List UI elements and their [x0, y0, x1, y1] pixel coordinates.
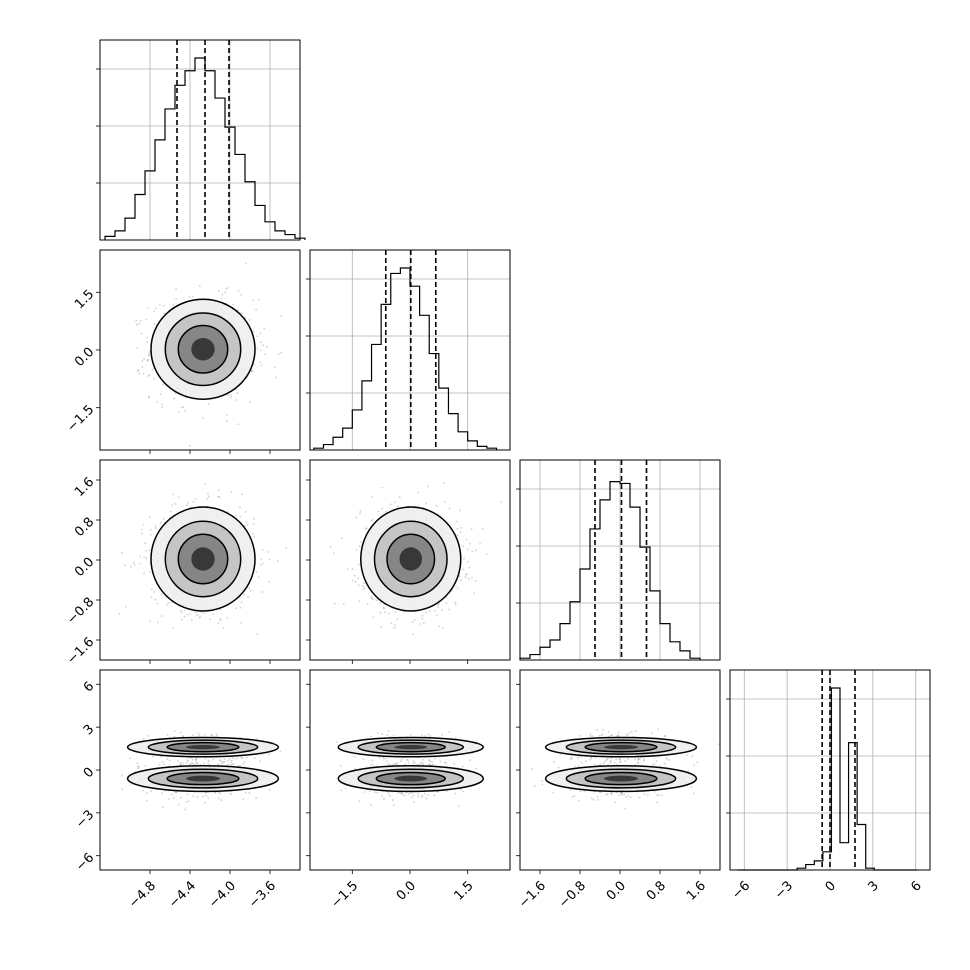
x-tick-label: −3.6: [246, 878, 279, 911]
density-blob: [191, 337, 215, 361]
contour-line: [147, 739, 259, 755]
y-tick-label: −1.6: [64, 635, 97, 668]
contour-line: [584, 741, 658, 753]
contour-line: [544, 736, 698, 758]
x-tick-label: 3: [865, 878, 881, 894]
y-tick-label: 3: [81, 722, 97, 738]
x-tick-label: 6: [908, 878, 924, 894]
density-blob: [394, 775, 428, 782]
y-tick-label: 0.0: [72, 345, 97, 370]
y-tick-label: −6: [73, 850, 97, 874]
density-blob: [394, 744, 428, 750]
contour-line: [357, 739, 465, 755]
x-tick-label: 0: [823, 878, 839, 894]
x-tick-label: 0.8: [644, 878, 669, 903]
density-blob: [604, 744, 638, 750]
contour-line: [357, 768, 465, 789]
contour-line: [375, 741, 446, 753]
histogram-panel-1: [306, 249, 511, 451]
scatter-panel-2-0: [96, 459, 301, 664]
contour-line: [164, 312, 242, 387]
contour-line: [150, 298, 256, 400]
contour-line: [565, 768, 677, 789]
contour-line: [166, 741, 240, 753]
panel-frame: [519, 459, 721, 661]
y-tick-label: 1.5: [72, 287, 97, 312]
panel-frame: [309, 249, 511, 451]
contour-line: [584, 771, 658, 786]
contour-line: [177, 533, 229, 585]
x-tick-label: 0.0: [394, 878, 419, 903]
contour-line: [164, 520, 242, 598]
scatter-panel-3-1: [306, 669, 511, 874]
contour-line: [166, 771, 240, 786]
contour-line: [337, 764, 485, 793]
density-blob: [604, 775, 638, 782]
contour-line: [126, 736, 280, 758]
contour-line: [360, 506, 462, 612]
contour-line: [373, 520, 448, 598]
density-blob: [191, 547, 215, 571]
contour-line: [177, 324, 229, 374]
panel-frame: [729, 669, 931, 871]
contour-line: [126, 764, 280, 793]
x-tick-label: −4.0: [206, 878, 239, 911]
contour-line: [147, 768, 259, 789]
y-tick-label: 6: [81, 679, 97, 695]
x-tick-label: 0.0: [604, 878, 629, 903]
contour-line: [544, 764, 698, 793]
contour-line: [565, 739, 677, 755]
y-tick-label: −1.5: [64, 402, 97, 435]
y-tick-label: 0.0: [72, 555, 97, 580]
histogram-panel-3: [726, 669, 931, 871]
x-tick-label: −1.6: [516, 878, 549, 911]
histogram-step-3: [737, 687, 918, 871]
x-tick-label: −6: [729, 878, 753, 902]
histogram-panel-0: [96, 39, 306, 241]
x-tick-label: −1.5: [328, 878, 361, 911]
contour-line: [375, 771, 446, 786]
histogram-step-2: [519, 481, 701, 660]
scatter-panel-1-0: [96, 249, 301, 454]
x-tick-label: −4.4: [166, 878, 199, 911]
histogram-panel-2: [516, 459, 721, 661]
panel-frame: [99, 39, 301, 241]
y-tick-label: 0.8: [72, 515, 97, 540]
y-tick-label: −0.8: [64, 595, 97, 628]
density-blob: [186, 775, 220, 782]
scatter-panel-3-2: [516, 669, 721, 874]
x-tick-label: −0.8: [556, 878, 589, 911]
y-tick-label: −3: [73, 808, 97, 832]
histogram-step-1: [313, 267, 498, 450]
contour-line: [386, 533, 436, 585]
y-tick-label: 1.6: [72, 475, 97, 500]
x-tick-label: −4.8: [126, 878, 159, 911]
x-tick-label: 1.6: [684, 878, 709, 903]
scatter-panel-2-1: [306, 459, 511, 664]
scatter-panel-3-0: [96, 669, 301, 874]
contour-line: [150, 506, 256, 612]
x-tick-label: −3: [772, 878, 796, 902]
x-tick-label: 1.5: [452, 878, 477, 903]
density-blob: [186, 744, 220, 750]
contour-line: [337, 736, 485, 758]
y-tick-label: 0: [81, 765, 97, 781]
density-blob: [399, 547, 423, 571]
